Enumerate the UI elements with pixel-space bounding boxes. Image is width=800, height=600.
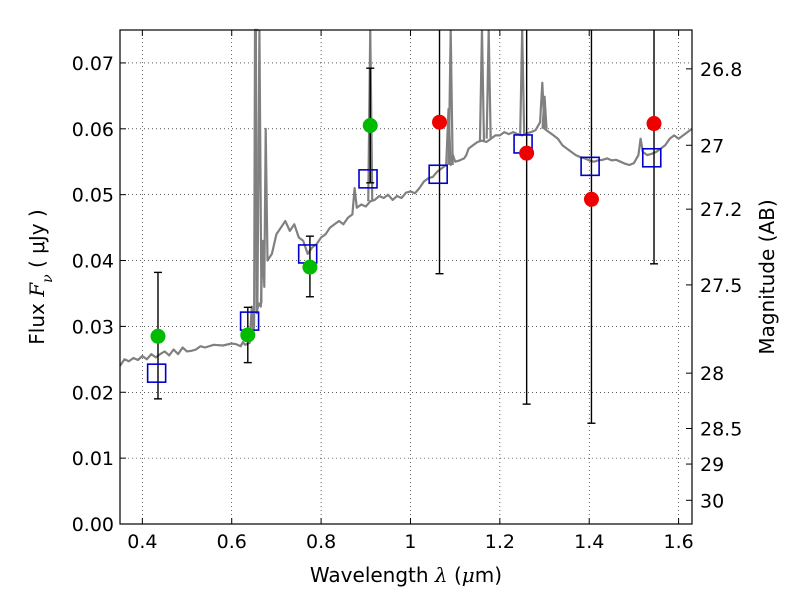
- detection-point: [150, 328, 166, 344]
- x-tick-label: 1.6: [663, 531, 693, 553]
- x-tick-label: 1.2: [485, 531, 515, 553]
- magnitude-tick-label: 27.5: [700, 275, 742, 297]
- y-axis-label-var: F: [25, 282, 49, 298]
- plot-frame: [119, 29, 693, 525]
- detection-point: [302, 259, 318, 275]
- right-axis-label: Magnitude (AB): [755, 199, 779, 354]
- model-photometry-square: [146, 363, 167, 383]
- low-sn-point: [646, 116, 662, 132]
- low-sn-point: [519, 145, 535, 161]
- magnitude-tick-label: 27: [700, 135, 724, 157]
- detection-point: [240, 327, 256, 343]
- x-axis-label-unit-mu: μ: [462, 563, 475, 587]
- low-sn-point: [432, 114, 448, 130]
- errorbar-layer: [153, 30, 659, 424]
- magnitude-tick-label: 29: [700, 454, 724, 476]
- model-photometry-square: [358, 169, 378, 189]
- x-axis-label-unit-rest: m): [475, 563, 502, 587]
- x-axis-label: Wavelength λ (μm): [310, 563, 502, 587]
- magnitude-tick-label: 28: [700, 363, 724, 385]
- y-axis-label: Flux Fν ( μJy ): [25, 209, 56, 344]
- y-tick-label: 0.04: [72, 251, 114, 273]
- magnitude-tick-label: 28.5: [700, 418, 742, 440]
- y-tick-label: 0.01: [72, 448, 114, 470]
- grid: [120, 30, 692, 525]
- x-axis-label-var: λ: [434, 563, 448, 587]
- x-tick-label: 1.4: [574, 531, 604, 553]
- model-photometry-square: [580, 156, 600, 177]
- y-tick-label: 0.05: [72, 185, 114, 207]
- tick-layer: 0.4 0.6 0.8 1 1.2 1.4 1.6 0.00 0.01 0.02 0.03 0.04 0…: [72, 30, 742, 553]
- marker-layer: [146, 114, 662, 383]
- x-axis-label-unit-open: (: [448, 563, 462, 587]
- emission-line-spike: [519, 29, 526, 136]
- x-tick-label: 0.8: [306, 531, 336, 553]
- model-spectrum-line: [119, 28, 693, 367]
- emission-line-spike: [256, 29, 263, 304]
- y-tick-label: 0.00: [72, 514, 114, 536]
- y-tick-label: 0.06: [72, 119, 114, 141]
- y-axis-label-prefix: Flux: [25, 297, 49, 345]
- model-spectrum-layer: [119, 28, 693, 367]
- x-tick-label: 0.6: [217, 531, 247, 553]
- magnitude-tick-label: 27.2: [700, 199, 742, 221]
- y-tick-label: 0.02: [72, 382, 114, 404]
- y-tick-label: 0.07: [72, 53, 114, 75]
- model-photometry-square: [428, 164, 448, 185]
- x-axis-label-prefix: Wavelength: [310, 563, 435, 587]
- x-tick-label: 0.4: [127, 531, 157, 553]
- model-photometry-square: [641, 147, 662, 168]
- magnitude-tick-label: 30: [700, 490, 724, 512]
- magnitude-tick-label: 26.8: [700, 59, 742, 81]
- x-tick-label: 1: [404, 531, 416, 553]
- emission-line-spike: [485, 29, 492, 139]
- emission-line-spike: [541, 95, 548, 129]
- y-axis-label-sub: ν: [40, 274, 56, 283]
- y-axis-label-unit: ( μJy ): [25, 209, 49, 274]
- emission-line-spike: [478, 29, 486, 141]
- detection-point: [362, 118, 378, 134]
- low-sn-point: [583, 191, 599, 207]
- y-tick-label: 0.03: [72, 316, 114, 338]
